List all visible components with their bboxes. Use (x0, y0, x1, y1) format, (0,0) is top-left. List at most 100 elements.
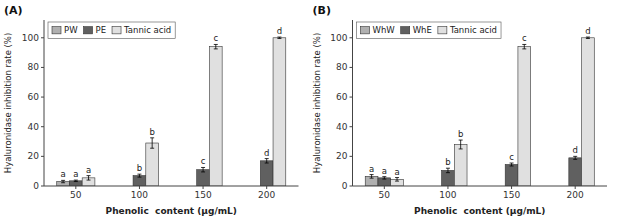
x-tick (447, 186, 448, 189)
panel-title: (B) (313, 4, 331, 17)
error-cap (214, 48, 218, 49)
error-line (460, 140, 461, 149)
error-cap (395, 177, 399, 178)
bar-letter: a (382, 166, 387, 176)
bar-letter: c (213, 33, 218, 43)
error-line (203, 167, 204, 171)
error-cap (265, 158, 269, 159)
x-tick (511, 186, 512, 189)
x-tick-label: 50 (379, 190, 391, 200)
error-line (215, 44, 216, 48)
bar-letter: b (149, 127, 154, 137)
bar (209, 47, 222, 186)
x-tick-label: 50 (70, 190, 82, 200)
y-tick-label: 40 (336, 122, 348, 132)
error-bar (214, 44, 218, 48)
error-cap (137, 177, 141, 178)
x-tick-label: 200 (258, 190, 275, 200)
bar (197, 170, 210, 186)
y-tick-label: 0 (33, 181, 39, 191)
error-cap (87, 180, 91, 181)
legend-label: WhE (413, 25, 432, 35)
bar (505, 165, 518, 186)
x-tick-label: 200 (567, 190, 584, 200)
x-tick (384, 186, 385, 189)
error-cap (87, 175, 91, 176)
bars (57, 37, 286, 186)
error-cap (510, 163, 514, 164)
bar-letter: b (137, 163, 142, 173)
error-bar (586, 37, 590, 38)
x-tick-label: 150 (503, 190, 520, 200)
x-tick-label: 150 (194, 190, 211, 200)
y-tick-label: 40 (28, 122, 40, 132)
y-axis-line (352, 20, 353, 186)
error-bar (74, 180, 78, 181)
bar-letter: c (522, 33, 527, 43)
error-cap (446, 172, 450, 173)
legend-swatch (52, 27, 61, 34)
error-line (371, 175, 372, 179)
error-cap (446, 168, 450, 169)
error-line (152, 138, 153, 148)
bar (365, 176, 378, 186)
error-cap (459, 140, 463, 141)
bar-letter: c (509, 152, 514, 162)
bar (442, 170, 455, 186)
x-tick-label: 100 (131, 190, 148, 200)
error-cap (201, 171, 205, 172)
letters: aabcdabcd (60, 26, 282, 179)
error-cap (214, 44, 218, 45)
legend-swatch (84, 27, 93, 34)
bar-letter: a (369, 164, 374, 174)
error-cap (61, 182, 65, 183)
bar-letter: d (585, 26, 590, 36)
x-axis-line (353, 186, 608, 187)
bar (454, 145, 467, 187)
bar (260, 161, 273, 186)
legend-frame (357, 22, 502, 39)
bar (518, 47, 531, 186)
legend-label: Tannic acid (123, 25, 171, 35)
bar (569, 158, 582, 186)
error-cap (277, 37, 281, 38)
error-bar (370, 175, 374, 179)
legend-label: PW (64, 25, 78, 35)
error-bar (61, 180, 65, 182)
error-cap (277, 38, 281, 39)
bar (378, 178, 391, 186)
legend-swatch (361, 27, 370, 34)
x-tick (75, 186, 76, 189)
error-cap (370, 174, 374, 175)
y-tick-label: 100 (330, 33, 347, 43)
panel: 020406080100aabcdabcd50100150200Phenolic… (312, 4, 608, 216)
x-axis-line (44, 186, 299, 187)
error-bar (265, 159, 269, 163)
error-cap (370, 178, 374, 179)
error-bar (137, 174, 141, 177)
error-cap (201, 167, 205, 168)
legend-swatch (112, 27, 121, 34)
error-cap (586, 37, 590, 38)
legend-frame (48, 22, 175, 39)
y-tick-label: 20 (336, 151, 348, 161)
error-cap (573, 159, 577, 160)
legend: PWPETannic acid (48, 22, 175, 39)
y-tick-label: 60 (336, 92, 348, 102)
error-cap (522, 44, 526, 45)
error-cap (265, 163, 269, 164)
bar-letter: a (60, 169, 65, 179)
legend: WhWWhETannic acid (357, 22, 502, 39)
bar (133, 176, 146, 186)
legend-label: Tannic acid (449, 25, 497, 35)
x-tick (575, 186, 576, 189)
bar-letter: a (73, 169, 78, 179)
error-line (447, 168, 448, 172)
error-bar (459, 140, 463, 149)
error-cap (382, 176, 386, 177)
error-cap (382, 179, 386, 180)
error-line (139, 174, 140, 177)
legend-swatch (401, 27, 410, 34)
x-tick (266, 186, 267, 189)
bar-letter: b (445, 157, 450, 167)
